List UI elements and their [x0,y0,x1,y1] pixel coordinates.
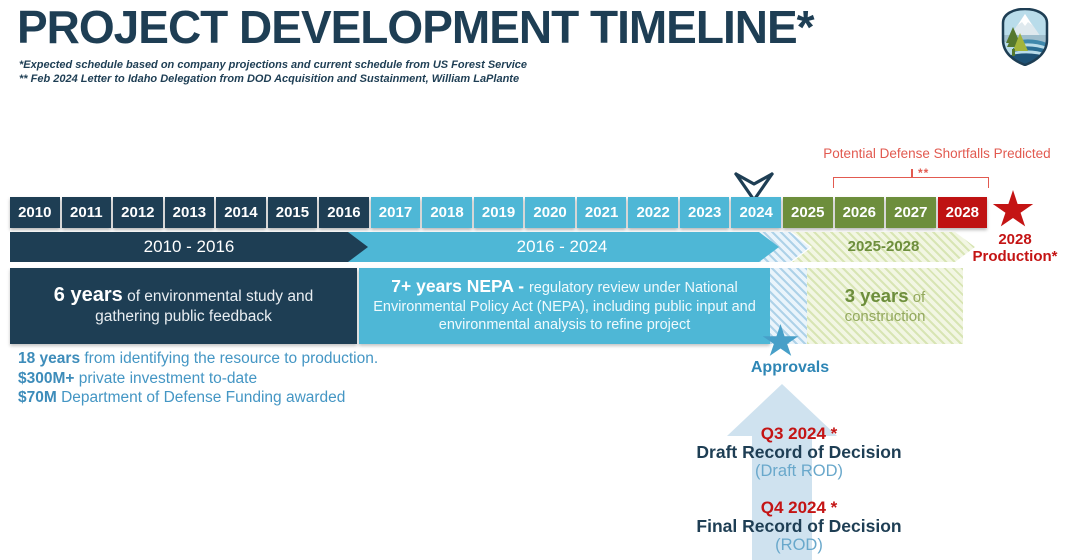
year-cell-2028: 2028 [937,197,988,228]
nepa-phase-box: 7+ years NEPA - regulatory review under … [359,268,770,344]
shortfall-bracket: ** [833,166,989,188]
year-cell-2023: 2023 [679,197,730,228]
year-cell-2022: 2022 [628,197,678,228]
year-cell-2026: 2026 [834,197,885,228]
study-phase-lead: 6 years [53,284,123,306]
approvals-label: Approvals [750,359,830,376]
footnote-schedule: *Expected schedule based on company proj… [19,59,527,71]
production-word: Production* [972,248,1058,265]
year-row: 2010 2011 2012 2013 2014 2015 2016 2017 2018 2019… [10,197,988,228]
year-cell-2010: 2010 [10,197,60,228]
stat-years-value: 18 years [18,350,81,367]
stats-block: 18 years from identifying the resource t… [18,349,378,408]
footnote-letter: ** Feb 2024 Letter to Idaho Delegation f… [19,73,520,85]
stat-years: 18 years from identifying the resource t… [18,349,378,369]
final-rod-title: Final Record of Decision [696,516,902,536]
year-cell-2013: 2013 [164,197,215,228]
draft-rod-abbr: (Draft ROD) [755,462,843,480]
decision-milestones: Q3 2024 * Draft Record of Decision (Draf… [640,424,958,555]
year-cell-2015: 2015 [267,197,318,228]
stat-investment-value: $300M+ [18,369,75,387]
q3-2024-date: Q3 2024 * [760,424,838,443]
construction-phase-box: 3 years of construction [807,268,963,344]
stat-dod-funding: $70M Department of Defense Funding award… [18,388,378,408]
footnotes: *Expected schedule based on company proj… [19,58,527,86]
year-cell-2021: 2021 [576,197,627,228]
draft-rod-title: Draft Record of Decision [696,442,902,462]
production-star-icon [992,190,1034,227]
construction-range-arrow: 2025-2028 [792,232,975,262]
year-cell-2020: 2020 [525,197,575,228]
year-cell-2014: 2014 [216,197,266,228]
production-label: 2028 Production* [955,231,1075,265]
stat-investment: $300M+ private investment to-date [18,369,378,389]
year-cell-2019: 2019 [473,197,524,228]
year-cell-2012: 2012 [113,197,163,228]
year-cell-2016: 2016 [319,197,369,228]
nepa-phase-text: regulatory review under National Environ… [373,280,756,334]
year-cell-2017: 2017 [370,197,421,228]
decision-arrow-shaft [752,435,812,560]
stat-dod-funding-value: $70M [18,389,57,406]
q4-2024-date: Q4 2024 * [760,498,838,517]
study-range-label: 2010 - 2016 [143,237,235,256]
nepa-range-label: 2016 - 2024 [516,237,608,256]
stat-dod-funding-text: Department of Defense Funding awarded [56,389,346,406]
year-cell-2018: 2018 [422,197,472,228]
final-rod-abbr: (ROD) [775,536,823,554]
year-cell-2025: 2025 [782,197,833,228]
double-asterisk-marker: ** [918,166,930,180]
bracket-tick [911,169,913,178]
construction-range-label: 2025-2028 [847,238,920,255]
nepa-range-arrow: 2016 - 2024 [345,232,779,262]
stat-years-text: from identifying the resource to product… [80,350,379,367]
year-cell-2027: 2027 [886,197,936,228]
shortfall-annotation: Potential Defense Shortfalls Predicted [823,146,1051,161]
page-title: PROJECT DEVELOPMENT TIMELINE* [17,1,815,53]
decision-arrow-head-icon [727,384,837,436]
transition-hatch-strip [770,268,807,344]
production-year: 2028 [998,231,1032,248]
study-phase-box: 6 years of environmental study and gathe… [10,268,357,344]
construction-phase-text: of construction [844,289,926,325]
stat-investment-text: private investment to-date [74,369,258,387]
study-range-arrow: 2010 - 2016 [10,232,368,262]
year-cell-2011: 2011 [61,197,112,228]
mountain-shield-logo-icon [1000,7,1050,67]
nepa-phase-lead: 7+ years NEPA - [391,276,529,297]
year-cell-2024: 2024 [731,197,781,228]
construction-phase-lead: 3 years [844,285,909,306]
study-phase-text: of environmental study and gathering pub… [95,288,314,325]
